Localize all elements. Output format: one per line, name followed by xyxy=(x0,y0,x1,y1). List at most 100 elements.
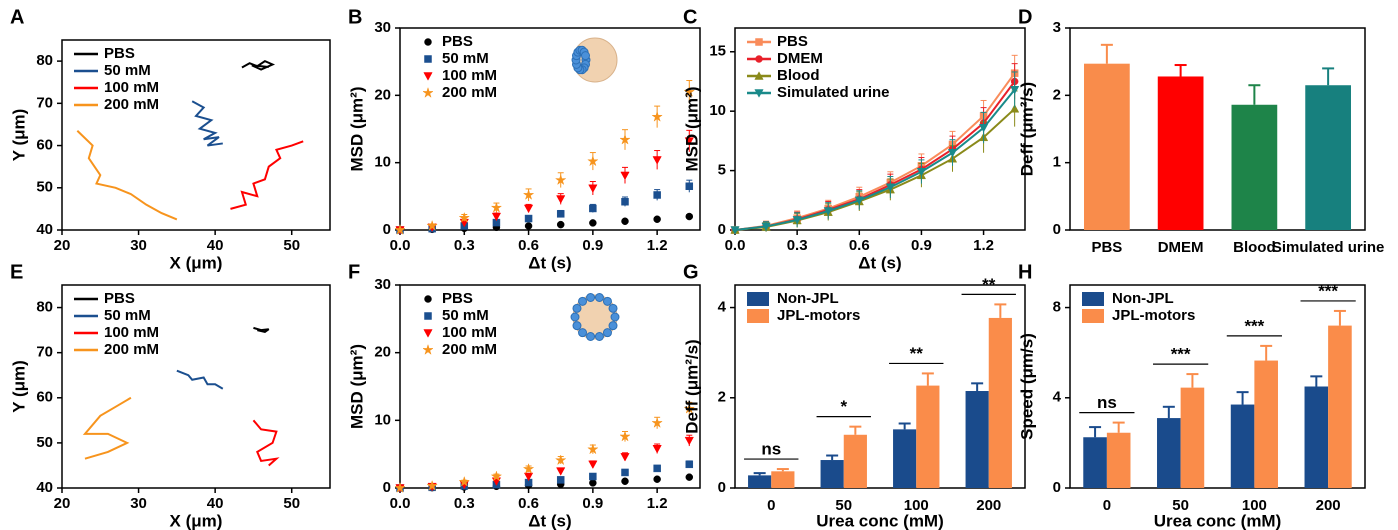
bar xyxy=(1083,437,1107,488)
marker xyxy=(653,475,661,483)
legend-label: Blood xyxy=(777,67,820,84)
x-tick-label: 20 xyxy=(54,495,71,512)
inset-enzyme xyxy=(572,321,582,331)
x-tick-label: 30 xyxy=(130,237,147,254)
y-tick-label: 40 xyxy=(36,479,53,496)
error-bar xyxy=(994,303,1007,318)
y-tick-label: 0 xyxy=(1053,221,1061,238)
legend-label: 50 mM xyxy=(442,50,489,67)
x-tick-label: 0.9 xyxy=(911,237,932,254)
inset-enzyme xyxy=(581,51,591,61)
marker xyxy=(587,155,599,167)
y-tick-label: 0 xyxy=(383,479,391,496)
y-tick-label: 0 xyxy=(718,221,726,238)
y-axis-title: Y (μm) xyxy=(9,360,28,413)
axis-frame xyxy=(61,39,331,231)
legend-swatch xyxy=(747,292,769,306)
bar xyxy=(820,460,844,488)
panel-letter: D xyxy=(1018,6,1032,28)
bar xyxy=(988,317,1012,488)
bar xyxy=(1106,432,1131,488)
significance-label: ** xyxy=(910,344,924,363)
axis-frame xyxy=(1069,27,1366,231)
marker xyxy=(653,215,661,223)
x-axis-title: Urea conc (mM) xyxy=(1154,511,1282,530)
marker xyxy=(424,295,432,303)
marker xyxy=(458,211,471,223)
marker xyxy=(424,55,432,63)
marker xyxy=(589,479,597,487)
marker xyxy=(589,219,597,227)
x-tick-label: 50 xyxy=(283,495,300,512)
marker xyxy=(524,222,533,230)
y-tick-label: 60 xyxy=(36,389,53,406)
legend-label: JPL-motors xyxy=(777,307,860,324)
error-bar xyxy=(826,454,839,461)
panel-letter: F xyxy=(348,261,360,283)
x-tick-label: 30 xyxy=(130,495,147,512)
marker xyxy=(652,156,662,165)
marker xyxy=(556,476,565,484)
legend-label: 100 mM xyxy=(442,67,497,84)
x-tick-label: 0.0 xyxy=(390,495,411,512)
series-line xyxy=(734,80,1016,231)
x-tick-label: 0.3 xyxy=(454,237,475,254)
marker xyxy=(683,85,696,97)
y-tick-label: 30 xyxy=(374,276,391,293)
error-bar xyxy=(1162,405,1175,419)
legend-label: 100 mM xyxy=(104,79,159,96)
marker xyxy=(588,460,598,470)
bar xyxy=(1180,387,1205,488)
marker xyxy=(653,191,661,199)
axis-frame xyxy=(399,27,701,231)
series-line xyxy=(82,396,132,460)
marker xyxy=(423,72,433,81)
legend-label: 200 mM xyxy=(104,96,159,113)
legend-label: PBS xyxy=(104,45,135,62)
marker xyxy=(589,472,597,481)
y-axis-title: MSD (μm²) xyxy=(347,87,366,172)
x-tick-label: 0 xyxy=(767,497,775,514)
x-tick-label: 50 xyxy=(835,497,852,514)
axis-frame xyxy=(1069,284,1366,489)
marker xyxy=(426,479,438,491)
inset-enzyme xyxy=(602,328,612,338)
marker xyxy=(730,226,740,235)
x-tick-label: 0.0 xyxy=(390,237,411,254)
marker xyxy=(620,171,630,181)
x-axis-title: Δt (s) xyxy=(528,511,571,530)
x-tick-label: 100 xyxy=(1242,497,1267,514)
panel-letter: H xyxy=(1018,261,1032,283)
marker xyxy=(685,473,694,481)
marker xyxy=(823,207,833,216)
x-tick-label: 0.0 xyxy=(725,237,746,254)
bar xyxy=(1328,325,1352,488)
marker xyxy=(556,210,565,218)
y-axis-title: Deff (μm²/s) xyxy=(682,339,701,433)
significance-label: *** xyxy=(1318,281,1338,300)
marker xyxy=(651,416,663,428)
legend-label: Simulated urine xyxy=(777,84,890,101)
marker xyxy=(885,183,895,192)
y-tick-label: 0 xyxy=(383,221,391,238)
x-tick-label: 0.3 xyxy=(454,495,475,512)
y-tick-label: 1 xyxy=(1053,154,1061,171)
significance-label: * xyxy=(840,397,847,416)
significance-label: ns xyxy=(1097,393,1117,412)
marker xyxy=(621,477,629,485)
y-tick-label: 50 xyxy=(36,179,53,196)
marker xyxy=(589,204,597,213)
bar xyxy=(893,429,917,488)
y-tick-label: 30 xyxy=(374,19,391,36)
y-tick-label: 70 xyxy=(36,94,53,111)
panel-letter: A xyxy=(10,6,24,28)
error-bar xyxy=(753,472,766,476)
series-line xyxy=(191,100,223,147)
marker xyxy=(422,343,434,355)
error-bar xyxy=(1174,64,1187,77)
legend-label: 200 mM xyxy=(442,84,497,101)
x-tick-label: Simulated urine xyxy=(1272,239,1385,256)
x-axis-title: Urea conc (mM) xyxy=(816,511,944,530)
y-axis-title: MSD (μm²) xyxy=(682,87,701,172)
marker xyxy=(422,86,434,98)
